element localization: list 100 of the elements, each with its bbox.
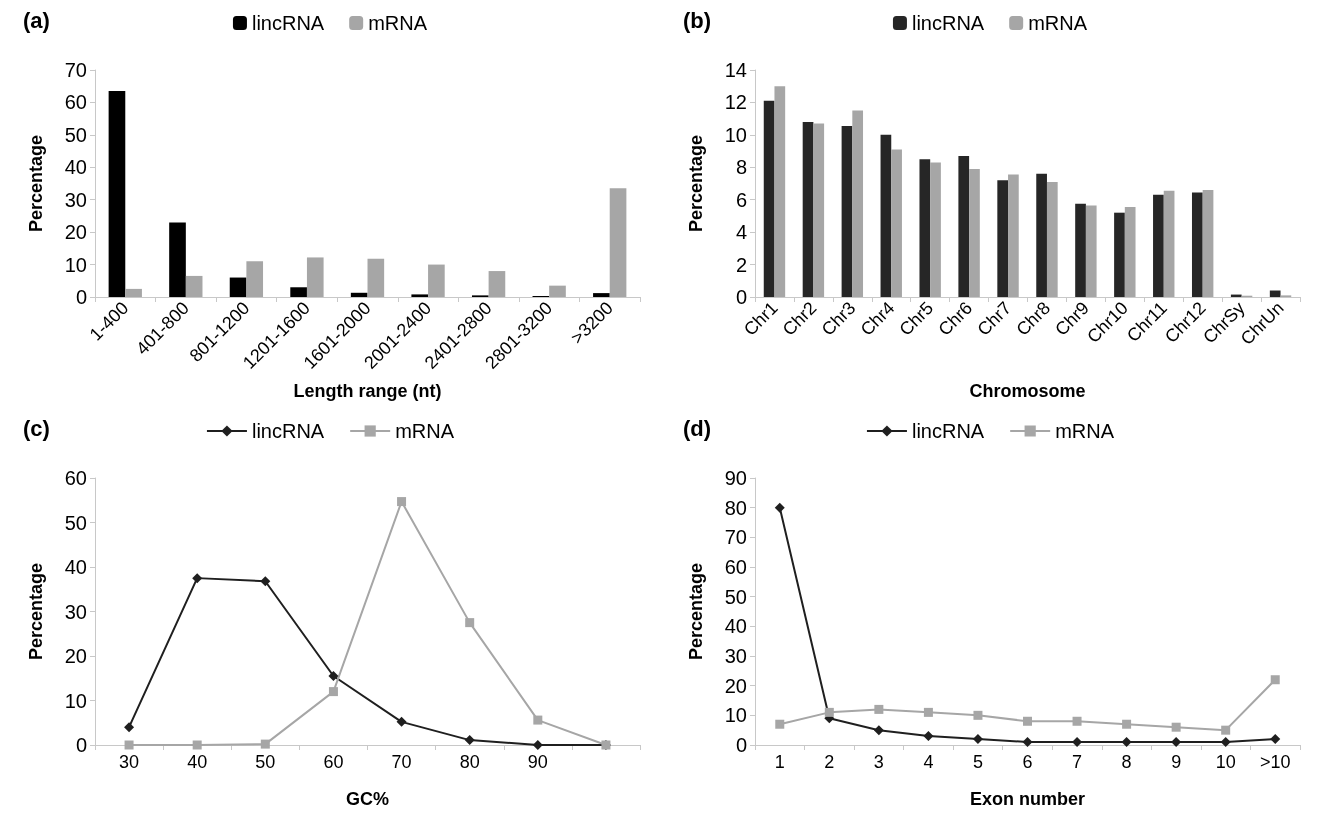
y-tick-label: 90 bbox=[724, 466, 747, 489]
y-tick-label: 20 bbox=[64, 644, 87, 667]
bar bbox=[1153, 194, 1164, 297]
x-tick-label: 2 bbox=[824, 751, 835, 772]
bar bbox=[763, 100, 775, 297]
x-tick-label: 8 bbox=[1121, 751, 1132, 772]
x-tick-label: 7 bbox=[1072, 751, 1083, 772]
bar bbox=[1114, 212, 1125, 297]
x-tick-label: 60 bbox=[323, 751, 344, 772]
point bbox=[465, 617, 475, 627]
point bbox=[260, 575, 271, 586]
y-tick-label: 50 bbox=[64, 511, 87, 533]
bar bbox=[1124, 207, 1136, 297]
y-axis-title: Percentage bbox=[26, 562, 46, 660]
y-tick-label: 70 bbox=[64, 59, 87, 81]
x-axis-title: GC% bbox=[345, 788, 390, 809]
chart-title: (d) bbox=[683, 415, 712, 440]
bar bbox=[108, 91, 126, 297]
bar bbox=[813, 123, 825, 297]
bar bbox=[229, 277, 247, 297]
bar bbox=[1036, 173, 1047, 297]
bar bbox=[169, 222, 186, 297]
point bbox=[1171, 722, 1181, 732]
point bbox=[124, 721, 135, 732]
y-tick-label: 8 bbox=[735, 156, 747, 179]
bar bbox=[549, 285, 566, 297]
bar bbox=[488, 271, 506, 297]
bar bbox=[841, 125, 853, 297]
bar bbox=[1163, 190, 1175, 297]
point bbox=[775, 719, 785, 729]
point bbox=[1072, 716, 1082, 726]
x-tick-label: 4 bbox=[923, 751, 934, 772]
y-tick-label: 50 bbox=[724, 585, 747, 608]
bar bbox=[880, 134, 892, 297]
bar bbox=[919, 159, 931, 297]
bar bbox=[246, 261, 264, 297]
bar bbox=[802, 121, 814, 297]
bar bbox=[290, 287, 307, 297]
point bbox=[1270, 733, 1281, 744]
point bbox=[533, 715, 543, 725]
legend-label: lincRNA bbox=[911, 12, 985, 34]
point bbox=[124, 740, 134, 749]
x-axis-title: Length range (nt) bbox=[293, 381, 442, 401]
y-tick-label: 14 bbox=[724, 59, 747, 81]
legend-label: mRNA bbox=[395, 419, 455, 442]
y-tick-label: 4 bbox=[735, 221, 747, 244]
y-tick-label: 2 bbox=[735, 253, 747, 276]
y-tick-label: 6 bbox=[735, 188, 747, 211]
x-tick-label: >10 bbox=[1259, 751, 1291, 772]
point bbox=[260, 739, 270, 749]
bar bbox=[1046, 181, 1058, 297]
x-tick-label: 10 bbox=[1215, 751, 1236, 772]
point bbox=[1122, 719, 1132, 729]
bar bbox=[428, 264, 445, 297]
point bbox=[972, 733, 983, 744]
bar bbox=[1269, 290, 1281, 297]
y-tick-label: 10 bbox=[724, 123, 747, 146]
bar bbox=[958, 155, 970, 297]
point bbox=[397, 496, 407, 506]
y-tick-label: 30 bbox=[64, 600, 87, 622]
x-tick-label: 40 bbox=[187, 751, 208, 772]
point bbox=[923, 730, 934, 741]
point bbox=[774, 502, 785, 513]
point bbox=[824, 707, 834, 717]
y-axis-title: Percentage bbox=[26, 134, 46, 233]
x-axis-title: Exon number bbox=[969, 788, 1086, 809]
y-tick-label: 10 bbox=[724, 703, 747, 726]
bar bbox=[997, 180, 1009, 297]
bar bbox=[306, 257, 324, 297]
point bbox=[973, 710, 983, 720]
point bbox=[1022, 736, 1033, 747]
bar bbox=[125, 288, 142, 297]
bar bbox=[891, 149, 902, 297]
y-tick-label: 12 bbox=[724, 91, 747, 114]
legend-label: mRNA bbox=[1055, 419, 1115, 442]
point bbox=[1221, 725, 1231, 735]
bar bbox=[1075, 203, 1086, 297]
y-tick-label: 40 bbox=[64, 156, 87, 179]
x-tick-label: 70 bbox=[391, 751, 412, 772]
bar bbox=[1191, 192, 1203, 297]
legend-label: mRNA bbox=[368, 12, 428, 34]
x-tick-label: 90 bbox=[527, 751, 548, 772]
legend-label: lincRNA bbox=[251, 419, 325, 442]
x-tick-label: 9 bbox=[1171, 751, 1182, 772]
y-tick-label: 80 bbox=[724, 496, 747, 519]
chart-title: (c) bbox=[23, 415, 50, 440]
y-tick-label: 50 bbox=[64, 123, 87, 146]
y-tick-label: 30 bbox=[64, 188, 87, 211]
bar bbox=[411, 294, 429, 297]
point bbox=[1270, 674, 1280, 684]
bar bbox=[774, 86, 786, 297]
bar bbox=[609, 188, 627, 297]
x-tick-label: 80 bbox=[459, 751, 480, 772]
y-tick-label: 20 bbox=[724, 674, 747, 697]
legend-label: lincRNA bbox=[911, 419, 985, 442]
point bbox=[192, 740, 202, 749]
point bbox=[328, 686, 338, 696]
chart-title: (a) bbox=[23, 7, 50, 33]
x-tick-label: 1 bbox=[774, 751, 785, 772]
y-tick-label: 40 bbox=[724, 614, 747, 637]
